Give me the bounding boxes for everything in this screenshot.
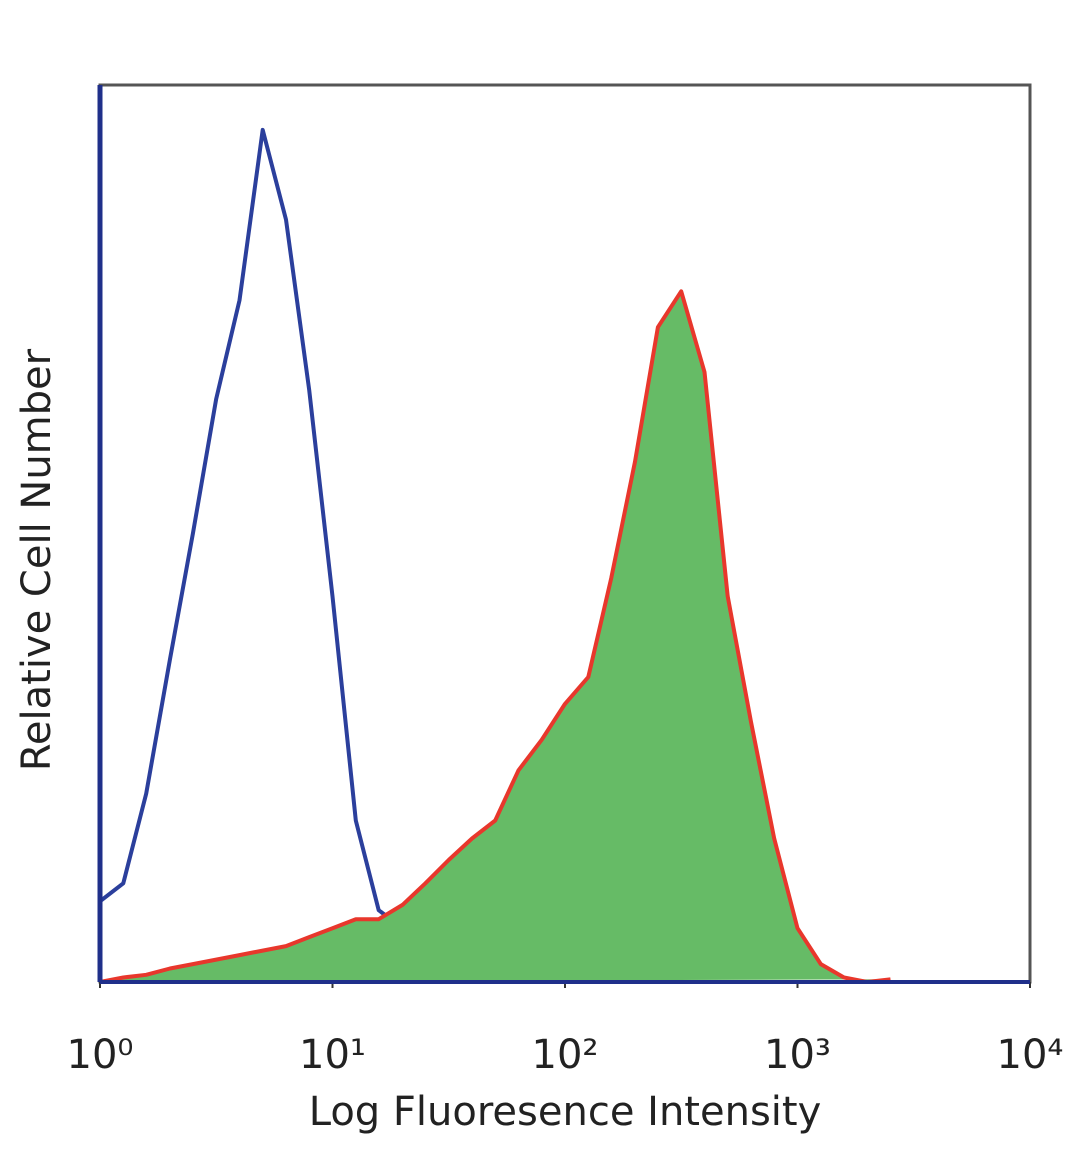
x-tick-label: 10²	[532, 1032, 599, 1078]
x-axis-label: Log Fluoresence Intensity	[309, 1089, 822, 1135]
x-tick-label: 10¹	[299, 1032, 366, 1078]
x-tick-label: 10⁰	[67, 1032, 134, 1078]
y-axis-label: Relative Cell Number	[14, 348, 60, 771]
area-fill	[100, 291, 891, 982]
x-tick-label: 10³	[764, 1032, 831, 1078]
x-tick-label: 10⁴	[997, 1032, 1064, 1078]
histogram-line	[99, 289, 891, 984]
